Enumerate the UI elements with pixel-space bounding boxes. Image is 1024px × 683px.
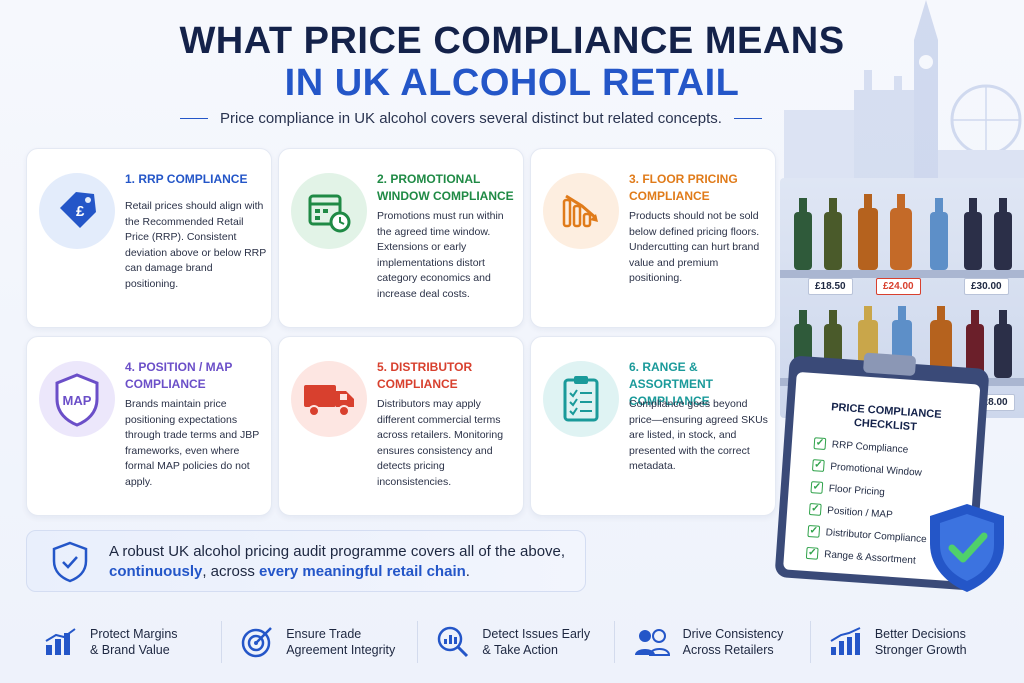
price-label: £30.00: [964, 278, 1009, 295]
checklist-item: ✓ RRP Compliance: [813, 437, 909, 456]
card-floor-pricing: 3. FLOOR PRICING COMPLIANCE Products sho…: [530, 148, 776, 328]
price-label-flagged: £24.00: [876, 278, 921, 295]
benefit-line1: Drive Consistency: [682, 627, 784, 641]
summary-highlight-chains: every meaningful retail chain: [259, 563, 466, 580]
card-body: Brands maintain price positioning expect…: [125, 398, 260, 488]
card-body: Compliance goes beyond price—ensuring ag…: [629, 398, 768, 472]
benefit-protect-margins: Protect Margins & Brand Value: [26, 621, 221, 663]
check-icon: ✓: [811, 459, 825, 472]
check-icon: ✓: [808, 503, 822, 516]
clipboard-clip: [862, 352, 917, 377]
magnifier-chart-icon: [438, 626, 469, 658]
card-title: 5. DISTRIBUTOR COMPLIANCE: [377, 360, 473, 391]
checklist-item: ✓ Floor Pricing: [810, 481, 885, 498]
map-icon-label: MAP: [63, 393, 92, 408]
card-title: 1. RRP COMPLIANCE: [125, 172, 248, 186]
card-title: 2. PROMOTIONAL WINDOW COMPLIANCE: [377, 172, 514, 203]
summary-text-main: A robust UK alcohol pricing audit progra…: [109, 543, 566, 560]
checklist-title: PRICE COMPLIANCE CHECKLIST: [793, 398, 979, 439]
check-icon: ✓: [813, 437, 827, 451]
summary-text: A robust UK alcohol pricing audit progra…: [109, 542, 579, 582]
checklist-item-label: Range & Assortment: [823, 548, 917, 567]
map-shield-icon: MAP: [39, 361, 115, 437]
benefit-line2: & Brand Value: [90, 643, 170, 657]
subtitle-rule-right: [733, 117, 762, 119]
summary-highlight-continuously: continuously: [109, 563, 203, 580]
benefit-trade-agreement: Ensure Trade Agreement Integrity: [221, 621, 417, 663]
subtitle-text: Price compliance in UK alcohol covers se…: [220, 109, 722, 127]
wine-shelf-illustration: £18.50 £24.00 £30.00 £28.00: [780, 178, 1024, 418]
check-icon: ✓: [807, 524, 821, 538]
checklist-item-label: Floor Pricing: [828, 482, 886, 498]
calendar-clock-icon: [291, 173, 367, 249]
shield-check-icon: [52, 541, 88, 583]
card-title: 4. POSITION / MAP COMPLIANCE: [125, 360, 233, 391]
bar-growth-icon: [830, 627, 861, 655]
card-promotional-window: 2. PROMOTIONAL WINDOW COMPLIANCE Promoti…: [278, 148, 524, 328]
benefit-detect-issues: Detect Issues Early & Take Action: [417, 621, 613, 663]
card-title: 3. FLOOR PRICING COMPLIANCE: [629, 172, 738, 203]
card-body: Promotions must run within the agreed ti…: [377, 210, 504, 300]
card-range-assortment: 6. RANGE & ASSORTMENT COMPLIANCE Complia…: [530, 336, 776, 516]
benefit-line2: Agreement Integrity: [286, 643, 396, 657]
checklist-item: ✓ Range & Assortment: [805, 546, 917, 567]
benefit-line2: Across Retailers: [682, 643, 774, 657]
subtitle: Price compliance in UK alcohol covers se…: [180, 108, 762, 128]
benefit-line1: Better Decisions: [874, 627, 966, 641]
card-title: 6. RANGE & ASSORTMENT COMPLIANCE: [629, 360, 713, 408]
checklist-icon: [543, 361, 619, 437]
checklist-item-label: Position / MAP: [826, 504, 894, 521]
price-label: £18.50: [808, 278, 853, 295]
page-title-line1: WHAT PRICE COMPLIANCE MEANS: [179, 20, 845, 62]
summary-text-mid: , across: [202, 563, 260, 580]
truck-icon: [291, 361, 367, 437]
growth-chart-icon: [45, 628, 76, 655]
checklist-item-label: Distributor Compliance: [825, 526, 928, 545]
verified-shield-icon: [930, 504, 1004, 592]
benefit-drive-consistency: Drive Consistency Across Retailers: [613, 621, 810, 663]
checklist-item: ✓ Promotional Window: [811, 459, 923, 479]
summary-text-end: .: [465, 563, 470, 580]
benefit-better-decisions: Better Decisions Stronger Growth: [809, 621, 1006, 663]
benefits-bar: Protect Margins & Brand Value Ensure Trad…: [26, 614, 1006, 670]
subtitle-rule-left: [180, 117, 208, 119]
target-icon: [241, 627, 273, 658]
benefit-line2: & Take Action: [482, 643, 558, 657]
card-distributor: 5. DISTRIBUTOR COMPLIANCE Distributors m…: [278, 336, 524, 516]
card-position-map: MAP 4. POSITION / MAP COMPLIANCE Brands …: [26, 336, 272, 516]
card-rrp-compliance: £ 1. RRP COMPLIANCE Retail prices should…: [26, 148, 272, 328]
people-icon: [634, 629, 670, 656]
card-body: Products should not be sold below define…: [629, 210, 760, 284]
benefit-line1: Ensure Trade: [286, 627, 362, 641]
declining-chart-icon: [543, 173, 619, 249]
card-body: Distributors may apply different commerc…: [377, 398, 504, 488]
benefit-line1: Protect Margins: [90, 627, 178, 641]
checklist-item: ✓ Position / MAP: [808, 503, 894, 521]
benefit-line1: Detect Issues Early: [482, 627, 591, 641]
summary-banner: A robust UK alcohol pricing audit progra…: [26, 530, 586, 592]
check-icon: ✓: [810, 481, 824, 494]
price-tag-icon: £: [39, 173, 115, 249]
svg-text:£: £: [76, 203, 85, 220]
card-body: Retail prices should align with the Reco…: [125, 200, 267, 290]
checklist-item-label: Promotional Window: [829, 460, 923, 479]
check-icon: ✓: [805, 546, 819, 560]
checklist-item-label: RRP Compliance: [831, 438, 909, 456]
benefit-line2: Stronger Growth: [874, 643, 967, 657]
page-title-line2: IN UK ALCOHOL RETAIL: [284, 62, 740, 104]
checklist-item: ✓ Distributor Compliance: [807, 524, 928, 545]
